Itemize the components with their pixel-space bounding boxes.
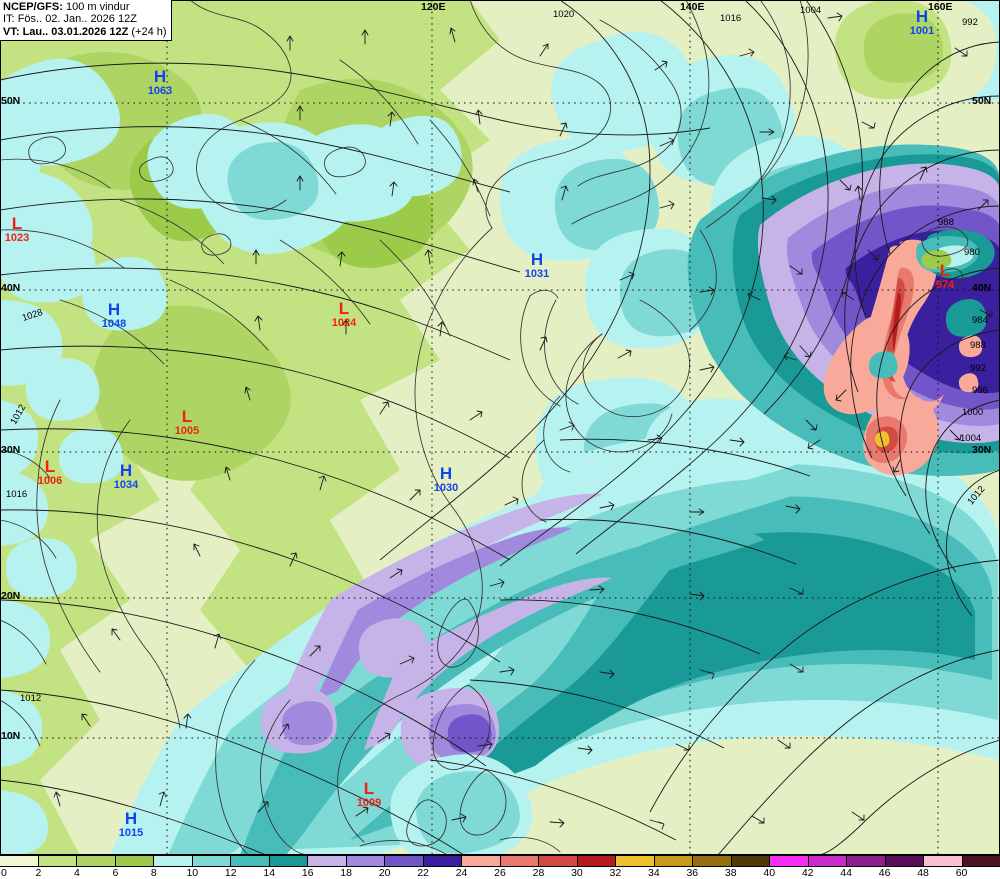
colorbar-tick-30: 30	[571, 867, 583, 879]
info-valid-time: Lau.. 03.01.2026 12Z	[22, 25, 129, 38]
colorbar-swatch-42[interactable]	[808, 856, 847, 866]
colorbar-tick-60: 60	[955, 867, 968, 879]
colorbar-tick-40: 40	[763, 867, 776, 879]
cyclone-windfield	[687, 144, 1000, 476]
info-lead-time: (+24 h)	[131, 25, 167, 38]
colorbar-tick-34: 34	[648, 867, 660, 879]
colorbar-tick-38: 38	[724, 867, 737, 879]
colorbar-swatch-30[interactable]	[577, 856, 616, 866]
colorbar-tick-0: 0	[1, 867, 7, 879]
colorbar-tick-6: 6	[112, 867, 119, 879]
info-model-row: NCEP/GFS: 100 m vindur	[3, 1, 167, 13]
colorbar-tick-36: 36	[686, 867, 699, 879]
colorbar-swatch-60[interactable]	[962, 856, 1000, 866]
colorbar-swatch-34[interactable]	[654, 856, 693, 866]
colorbar-swatch-44[interactable]	[847, 856, 886, 866]
colorbar-swatch-0[interactable]	[0, 856, 39, 866]
colorbar-tick-24: 24	[455, 867, 468, 879]
colorbar-swatch-40[interactable]	[770, 856, 809, 866]
colorbar-swatch-32[interactable]	[616, 856, 655, 866]
info-init-label: IT:	[3, 13, 15, 26]
colorbar-tick-48: 48	[917, 867, 929, 879]
map-canvas[interactable]: 50N 40N 30N 20N 10N 50N 40N 30N 120E 140…	[0, 0, 1000, 855]
colorbar-tick-8: 8	[150, 867, 157, 879]
colorbar-tick-labels: 0 2 4 6 8 10 12 14 16 18 20 22 24 26 28 30 32 34 36 38 40 42 4…	[0, 867, 1000, 879]
colorbar-swatch-4[interactable]	[77, 856, 116, 866]
weather-map-svg	[0, 0, 1000, 855]
colorbar-tick-18: 18	[340, 867, 352, 879]
windfield-cyan-siberia	[0, 58, 462, 855]
colorbar-tick-14: 14	[263, 867, 276, 879]
colorbar-swatch-46[interactable]	[885, 856, 924, 866]
colorbar-tick-2: 2	[35, 867, 42, 879]
colorbar-tick-4: 4	[74, 867, 80, 879]
info-model-label: NCEP/GFS:	[3, 1, 63, 13]
colorbar-swatch-12[interactable]	[231, 856, 270, 866]
info-init-time: Fös.. 02. Jan.. 2026 12Z	[17, 13, 137, 26]
isobars	[0, 0, 1000, 855]
forecast-info-box: NCEP/GFS: 100 m vindur IT: Fös.. 02. Jan…	[0, 0, 172, 42]
colorbar-swatch-8[interactable]	[154, 856, 193, 866]
colorbar-swatch-48[interactable]	[924, 856, 963, 866]
colorbar-swatch-38[interactable]	[731, 856, 770, 866]
colorbar-swatch-36[interactable]	[693, 856, 732, 866]
colorbar-swatch-14[interactable]	[269, 856, 308, 866]
coastlines	[0, 0, 969, 855]
colorbar-tick-28: 28	[532, 867, 545, 879]
colorbar-tick-10: 10	[186, 867, 199, 879]
colorbar-tick-46: 46	[878, 867, 891, 879]
colorbar-tick-16: 16	[301, 867, 314, 879]
colorbar-tick-22: 22	[417, 867, 429, 879]
colorbar-swatch-16[interactable]	[308, 856, 347, 866]
colorbar-swatch-28[interactable]	[539, 856, 578, 866]
colorbar-tick-44: 44	[840, 867, 852, 879]
colorbar-tick-26: 26	[494, 867, 506, 879]
wind-arrows	[53, 12, 993, 830]
windfield-upper-right	[835, 0, 1000, 103]
colorbar-tick-32: 32	[609, 867, 622, 879]
colorbar-tick-20: 20	[378, 867, 391, 879]
wind-speed-colorbar[interactable]: 0 2 4 6 8 10 12 14 16 18 20 22 24 26 28 30 32 34 36 38 40 42 4…	[0, 855, 1000, 879]
colorbar-swatch-24[interactable]	[462, 856, 501, 866]
colorbar-swatch-26[interactable]	[500, 856, 539, 866]
graticule	[0, 0, 1000, 855]
colorbar-swatch-22[interactable]	[423, 856, 462, 866]
colorbar-swatch-18[interactable]	[346, 856, 385, 866]
info-field-label: 100 m vindur	[65, 1, 130, 13]
colorbar-swatch-10[interactable]	[192, 856, 231, 866]
info-init-row: IT: Fös.. 02. Jan.. 2026 12Z	[3, 13, 167, 25]
info-valid-label: VT:	[3, 25, 20, 38]
colorbar-swatches[interactable]	[0, 856, 1000, 867]
colorbar-swatch-2[interactable]	[38, 856, 77, 866]
windfield-scs-band	[110, 439, 820, 855]
info-valid-row: VT: Lau.. 03.01.2026 12Z (+24 h)	[3, 26, 167, 38]
colorbar-swatch-20[interactable]	[385, 856, 424, 866]
colorbar-tick-42: 42	[801, 867, 814, 879]
colorbar-swatch-6[interactable]	[115, 856, 154, 866]
colorbar-tick-12: 12	[224, 867, 237, 879]
